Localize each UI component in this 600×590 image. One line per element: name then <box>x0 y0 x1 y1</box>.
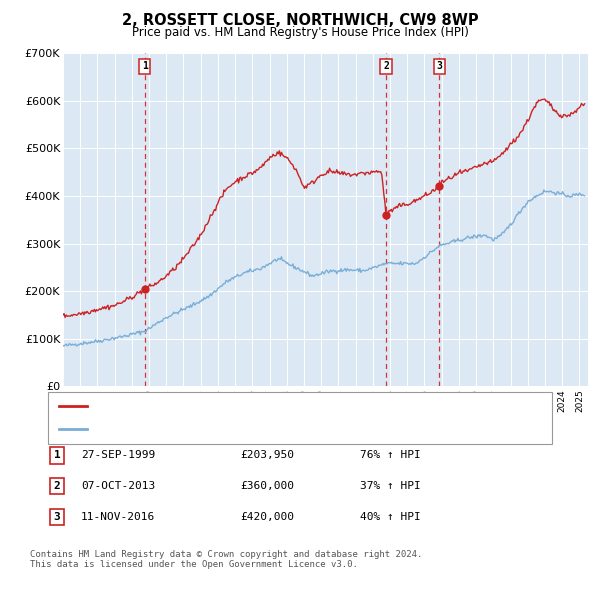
Text: 40% ↑ HPI: 40% ↑ HPI <box>360 512 421 522</box>
Text: 07-OCT-2013: 07-OCT-2013 <box>81 481 155 491</box>
Text: 3: 3 <box>436 61 442 71</box>
Text: 1: 1 <box>142 61 148 71</box>
Text: £360,000: £360,000 <box>240 481 294 491</box>
Text: 2, ROSSETT CLOSE, NORTHWICH, CW9 8WP: 2, ROSSETT CLOSE, NORTHWICH, CW9 8WP <box>122 13 478 28</box>
Text: 2: 2 <box>53 481 61 491</box>
Text: 2, ROSSETT CLOSE, NORTHWICH, CW9 8WP (detached house): 2, ROSSETT CLOSE, NORTHWICH, CW9 8WP (de… <box>91 401 422 411</box>
Text: 2: 2 <box>383 61 389 71</box>
Text: 3: 3 <box>53 512 61 522</box>
Text: 76% ↑ HPI: 76% ↑ HPI <box>360 451 421 460</box>
Text: Price paid vs. HM Land Registry's House Price Index (HPI): Price paid vs. HM Land Registry's House … <box>131 26 469 39</box>
Text: 11-NOV-2016: 11-NOV-2016 <box>81 512 155 522</box>
Text: £203,950: £203,950 <box>240 451 294 460</box>
Text: £420,000: £420,000 <box>240 512 294 522</box>
Text: 37% ↑ HPI: 37% ↑ HPI <box>360 481 421 491</box>
Text: Contains HM Land Registry data © Crown copyright and database right 2024.
This d: Contains HM Land Registry data © Crown c… <box>30 550 422 569</box>
Text: 27-SEP-1999: 27-SEP-1999 <box>81 451 155 460</box>
Text: HPI: Average price, detached house, Cheshire West and Chester: HPI: Average price, detached house, Ches… <box>91 424 472 434</box>
Text: 1: 1 <box>53 451 61 460</box>
